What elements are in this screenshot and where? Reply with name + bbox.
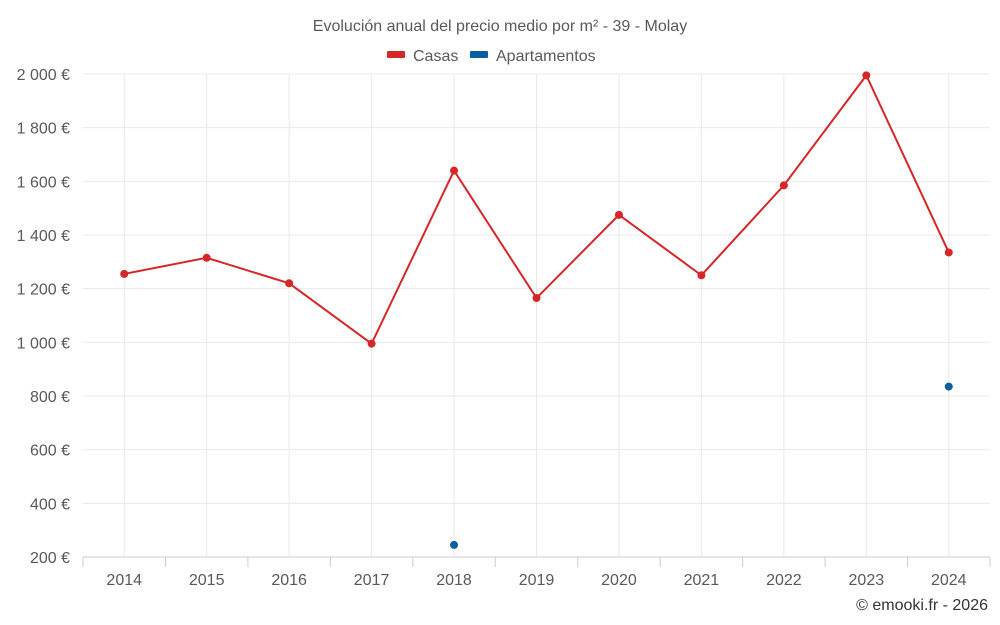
legend-label: Casas xyxy=(413,48,458,65)
x-tick-label: 2019 xyxy=(519,572,555,589)
axes: 200 € 400 € 600 € 800 € 1 000 € 1 200 € 1 400 … xyxy=(17,67,991,589)
series-casas xyxy=(120,71,953,348)
y-tick-label: 200 € xyxy=(30,550,70,567)
legend-swatch xyxy=(470,51,488,58)
legend: Casas Apartamentos xyxy=(387,48,596,65)
series-apartamentos xyxy=(450,382,953,549)
data-point[interactable] xyxy=(944,248,953,257)
data-point[interactable] xyxy=(285,279,294,288)
x-tick-label: 2015 xyxy=(189,572,225,589)
data-point[interactable] xyxy=(450,540,459,549)
data-point[interactable] xyxy=(202,253,211,262)
x-tick-label: 2016 xyxy=(271,572,307,589)
data-point[interactable] xyxy=(697,271,706,280)
legend-item-casas[interactable]: Casas xyxy=(387,48,458,65)
data-point[interactable] xyxy=(367,339,376,348)
legend-label: Apartamentos xyxy=(496,48,596,65)
x-tick-label: 2021 xyxy=(684,572,720,589)
credit-text: © emooki.fr - 2026 xyxy=(856,597,988,614)
x-tick-label: 2017 xyxy=(354,572,390,589)
y-tick-label: 1 000 € xyxy=(17,335,70,352)
data-point[interactable] xyxy=(862,71,871,80)
y-tick-label: 1 800 € xyxy=(17,121,70,138)
data-point[interactable] xyxy=(120,269,129,278)
x-tick-label: 2020 xyxy=(601,572,637,589)
y-tick-label: 1 400 € xyxy=(17,228,70,245)
series-layer xyxy=(120,71,953,549)
y-tick-label: 800 € xyxy=(30,389,70,406)
y-tick-label: 1 600 € xyxy=(17,174,70,191)
x-tick-label: 2014 xyxy=(106,572,142,589)
y-tick-label: 2 000 € xyxy=(17,67,70,84)
x-tick-label: 2018 xyxy=(436,572,472,589)
data-point[interactable] xyxy=(614,210,623,219)
data-point[interactable] xyxy=(532,294,541,303)
data-point[interactable] xyxy=(944,382,953,391)
y-tick-label: 600 € xyxy=(30,443,70,460)
x-tick-label: 2024 xyxy=(931,572,967,589)
x-tick-label: 2023 xyxy=(849,572,885,589)
data-point[interactable] xyxy=(450,166,459,175)
data-point[interactable] xyxy=(779,181,788,190)
chart-title: Evolución anual del precio medio por m² … xyxy=(313,18,687,35)
y-tick-label: 1 200 € xyxy=(17,282,70,299)
y-tick-label: 400 € xyxy=(30,496,70,513)
legend-swatch xyxy=(387,51,405,58)
grid xyxy=(83,73,990,557)
legend-item-apartamentos[interactable]: Apartamentos xyxy=(470,48,596,65)
x-tick-label: 2022 xyxy=(766,572,802,589)
